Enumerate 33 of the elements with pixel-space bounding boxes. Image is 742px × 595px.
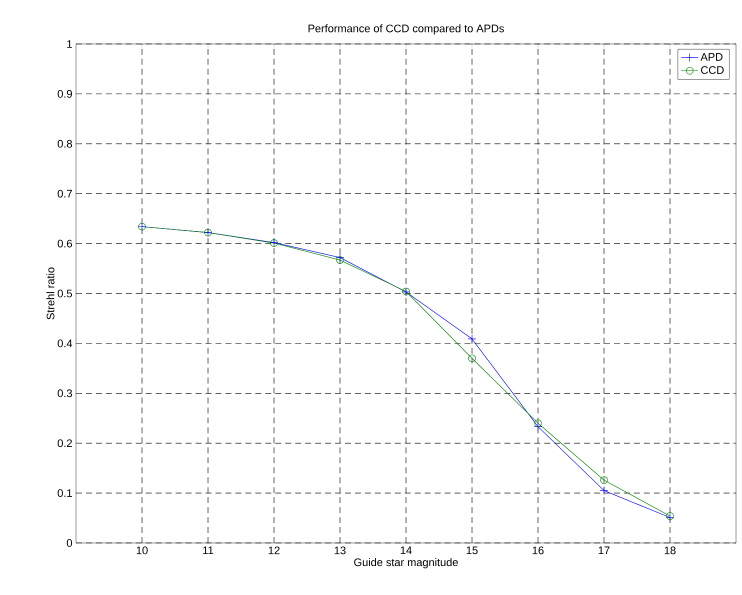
- point: [336, 256, 344, 264]
- x-tick-label: 14: [400, 546, 412, 554]
- chart-title: Performance of CCD compared to APDs: [308, 24, 504, 34]
- y-tick-label: 0.7: [58, 190, 72, 198]
- x-tick-label: 17: [598, 546, 610, 554]
- point: [468, 354, 476, 362]
- point: [600, 486, 608, 495]
- point: [600, 476, 608, 484]
- x-axis-title: Guide star magnitude: [354, 558, 458, 568]
- y-tick-label: 0.5: [58, 290, 72, 298]
- y-tick-label: 0.9: [58, 90, 72, 98]
- x-tick-label: 11: [203, 546, 214, 554]
- y-tick-label: 0.6: [58, 240, 72, 248]
- y-tick-label: 0.4: [58, 340, 72, 348]
- point: [534, 419, 542, 428]
- x-tick-label: 16: [532, 546, 544, 554]
- legend-label: APD: [700, 53, 722, 61]
- y-tick-label: 0.3: [58, 389, 72, 398]
- y-tick-label: 1: [67, 40, 72, 48]
- y-axis-title: Strehl ratio: [46, 267, 54, 320]
- y-tick-label: 0: [66, 539, 72, 547]
- y-tick-label: 0.1: [58, 489, 72, 497]
- x-tick-label: 18: [664, 546, 676, 554]
- point: [468, 334, 476, 344]
- point: [336, 253, 344, 262]
- legend-label: CCD: [701, 66, 724, 74]
- y-tick-label: 0.8: [58, 140, 72, 148]
- point: [534, 422, 542, 432]
- x-tick-label: 15: [466, 546, 478, 554]
- x-tick-label: 12: [268, 546, 280, 554]
- y-tick-label: 0.2: [58, 439, 72, 448]
- x-tick-label: 13: [334, 546, 346, 554]
- x-tick-label: 10: [136, 546, 148, 554]
